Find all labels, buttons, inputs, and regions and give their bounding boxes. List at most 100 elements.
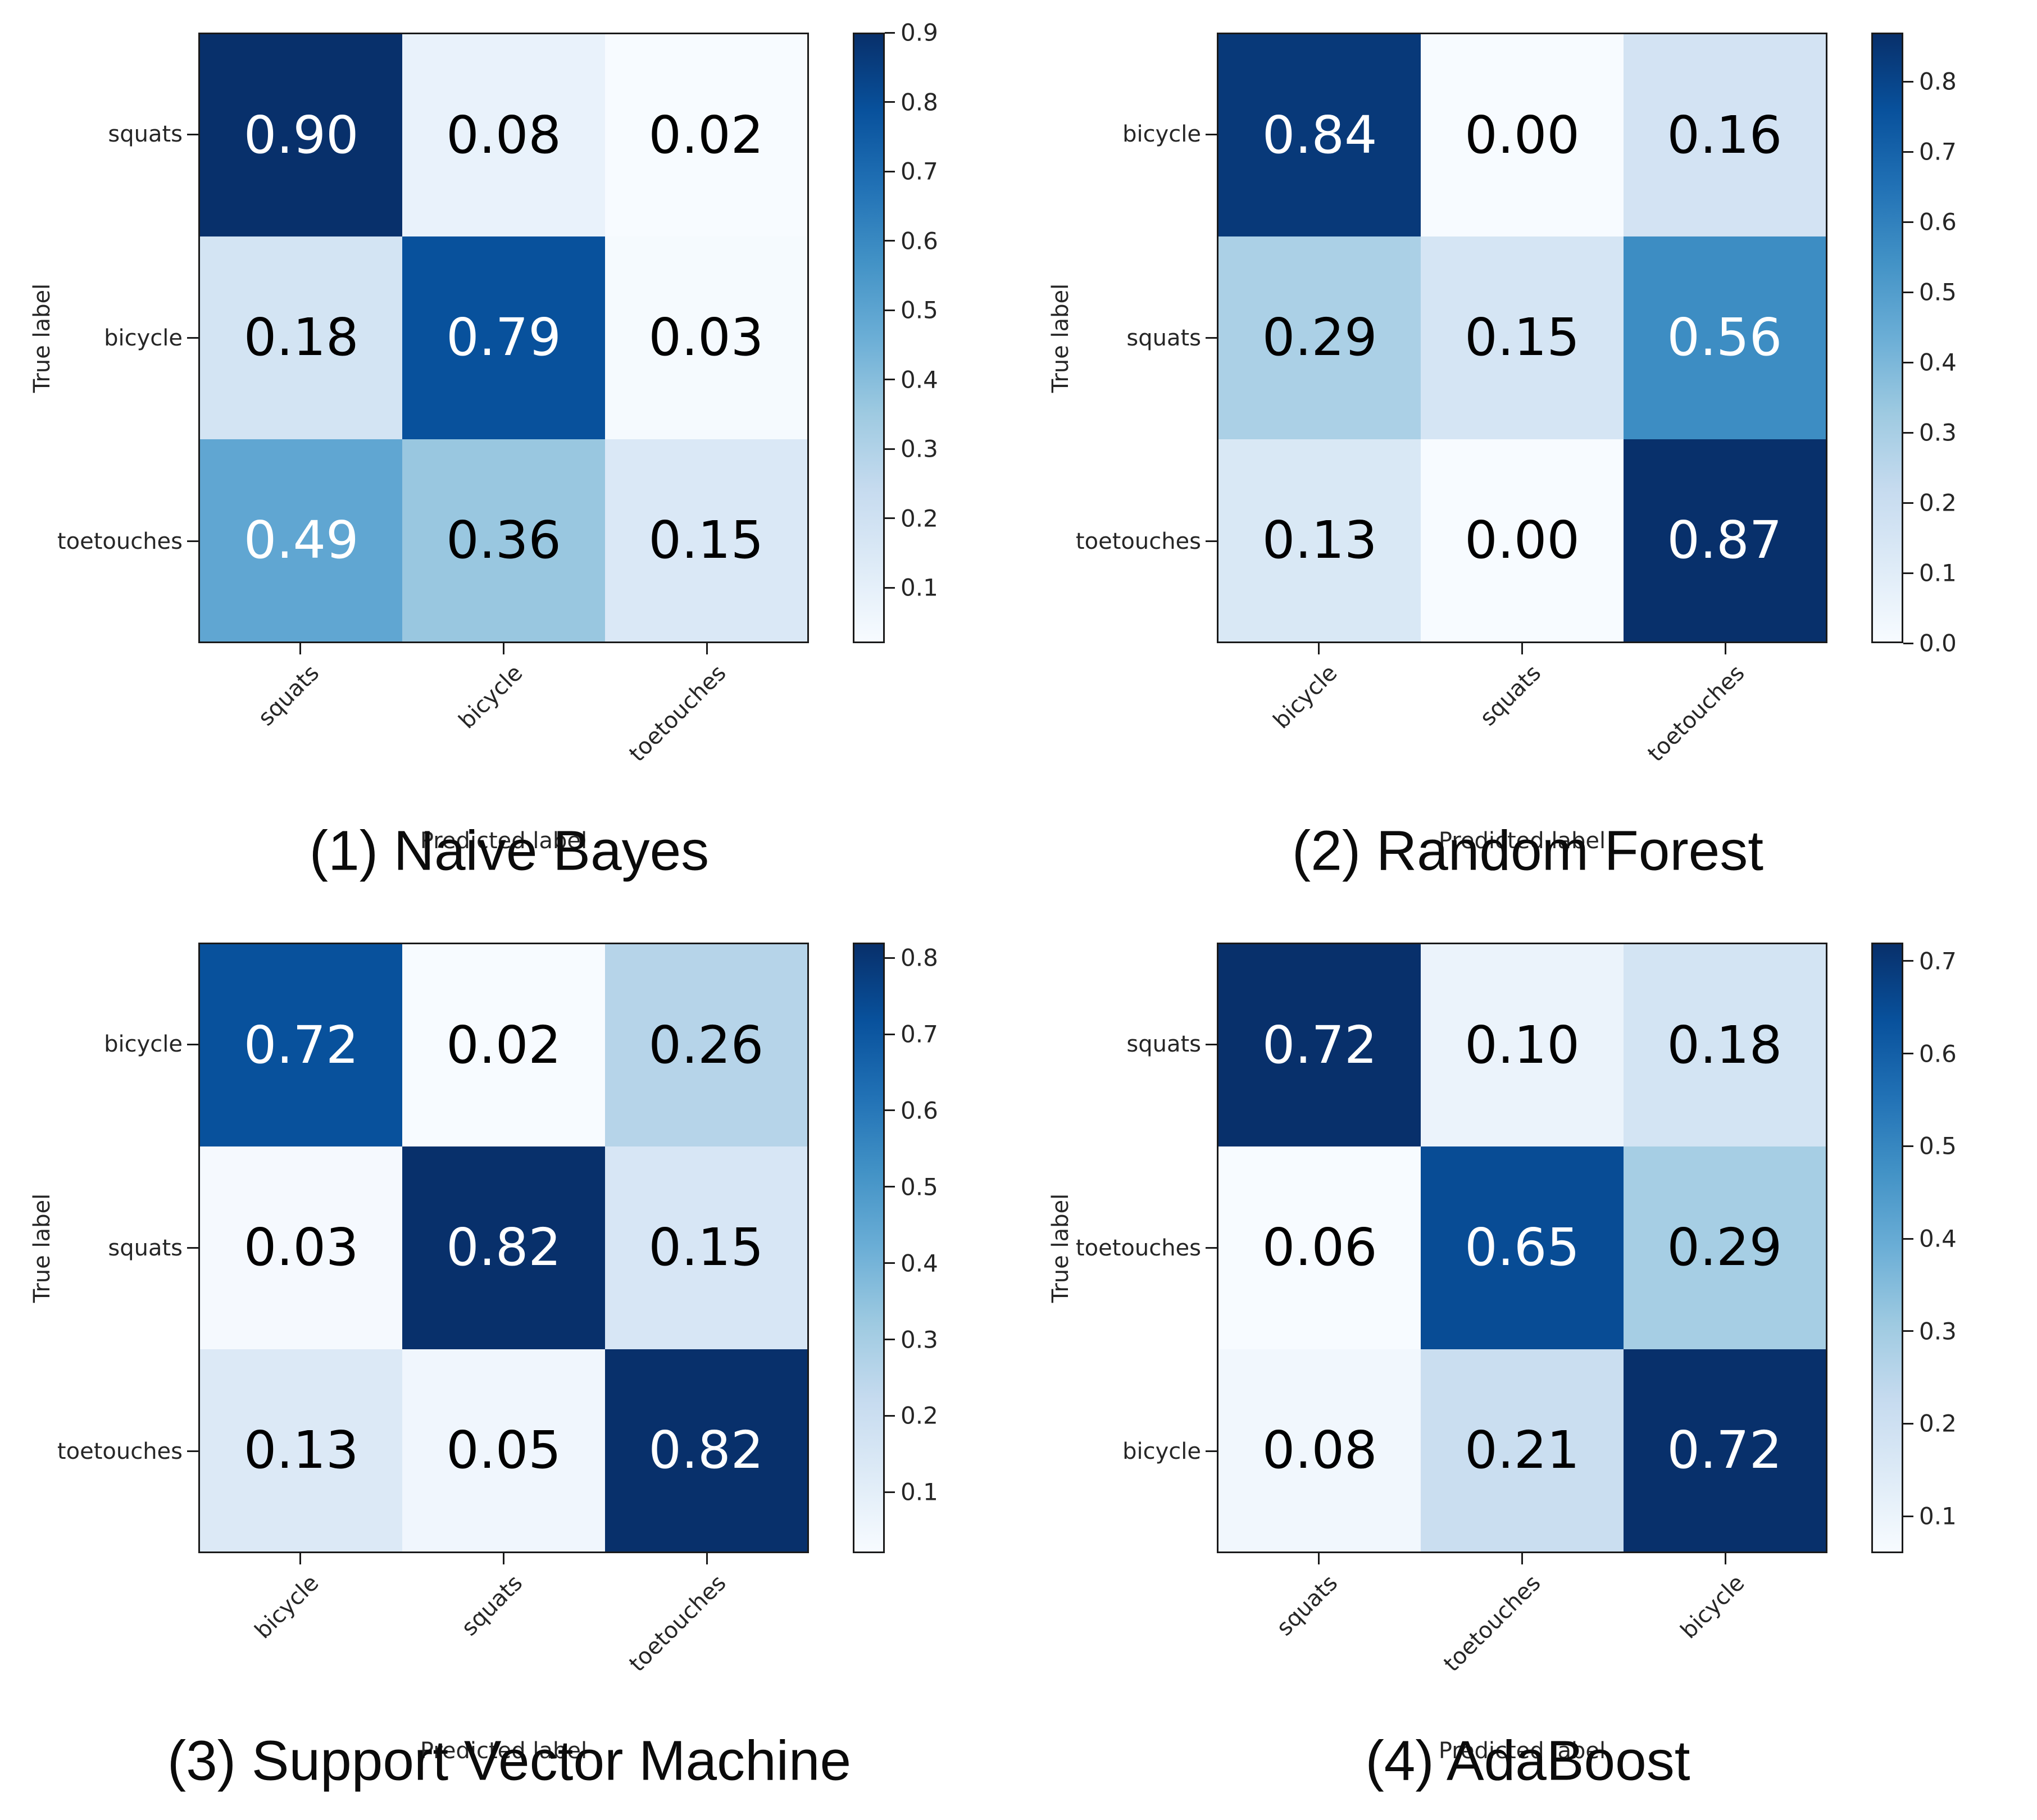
cell-value: 0.49 — [243, 509, 359, 570]
cell-value: 0.65 — [1465, 1217, 1580, 1278]
colorbar-tick-label: 0.4 — [901, 1249, 938, 1277]
cell-value: 0.02 — [648, 105, 764, 166]
colorbar-tick — [1903, 151, 1913, 153]
y-axis-tick — [1206, 540, 1217, 543]
colorbar-tick — [885, 1033, 895, 1035]
colorbar-tick — [885, 586, 895, 589]
colorbar-tick-label: 0.8 — [901, 944, 938, 972]
colorbar-tick — [1903, 1237, 1913, 1240]
cell-value: 0.13 — [1262, 509, 1377, 570]
y-axis-tick — [187, 133, 198, 135]
colorbar-tick-label: 0.1 — [901, 1478, 938, 1506]
heatmap-cell: 0.65 — [1421, 1146, 1624, 1349]
row-tick-label: toetouches — [1075, 528, 1201, 554]
heatmap-cell: 0.08 — [1218, 1349, 1421, 1551]
colorbar-tick-label: 0.3 — [901, 1326, 938, 1354]
row-tick-label: bicycle — [104, 325, 183, 351]
col-tick-label: squats — [456, 1570, 528, 1641]
row-tick-label: toetouches — [1075, 1235, 1201, 1261]
cell-value: 0.06 — [1262, 1217, 1377, 1278]
x-axis-label: Predicted label — [1438, 1738, 1606, 1764]
x-axis-tick — [706, 643, 708, 654]
colorbar-tick-label: 0.6 — [1919, 208, 1957, 236]
heatmap-cell: 0.15 — [1421, 236, 1624, 439]
colorbar-tick-label: 0.4 — [1919, 348, 1957, 376]
cell-value: 0.08 — [1262, 1419, 1377, 1480]
heatmap-cell: 0.29 — [1218, 236, 1421, 439]
cell-value: 0.72 — [243, 1015, 359, 1076]
y-axis-tick — [187, 337, 198, 339]
colorbar-tick — [1903, 221, 1913, 223]
heatmap-cell: 0.18 — [200, 236, 403, 439]
colorbar-tick-label: 0.7 — [901, 157, 938, 185]
colorbar-tick-label: 0.2 — [1919, 1409, 1957, 1437]
heatmap-cell: 0.13 — [200, 1349, 403, 1551]
x-axis-tick — [503, 643, 504, 654]
heatmap-cell: 0.79 — [402, 236, 605, 439]
x-axis-tick — [299, 643, 301, 654]
heatmap-cell: 0.06 — [1218, 1146, 1421, 1349]
x-axis-tick — [1521, 1553, 1523, 1564]
cell-value: 0.72 — [1667, 1419, 1783, 1480]
heatmap-cell: 0.90 — [200, 34, 403, 237]
colorbar-tick — [885, 170, 895, 172]
cell-value: 0.29 — [1262, 307, 1377, 368]
colorbar-tick — [1903, 572, 1913, 574]
col-tick-label: toetouches — [624, 1570, 731, 1677]
colorbar-tick-label: 0.8 — [901, 88, 938, 116]
colorbar-tick-label: 0.6 — [1919, 1040, 1957, 1068]
colorbar-tick — [885, 101, 895, 103]
row-tick-label: bicycle — [1122, 121, 1201, 148]
cell-value: 0.82 — [648, 1419, 764, 1480]
col-tick-label: toetouches — [1643, 660, 1750, 767]
row-tick-label: toetouches — [57, 1438, 183, 1464]
colorbar-tick-label: 0.3 — [1919, 418, 1957, 447]
heatmap-cell: 0.10 — [1421, 944, 1624, 1147]
colorbar-tick-label: 0.2 — [901, 1402, 938, 1430]
y-axis-label: True label — [29, 1193, 55, 1303]
colorbar-tick-label: 0.2 — [901, 504, 938, 533]
heatmap-cell: 0.72 — [200, 944, 403, 1147]
cell-value: 0.84 — [1262, 105, 1377, 166]
colorbar-tick — [885, 31, 895, 34]
panel-caption: (2) Random Forest — [1292, 819, 1764, 882]
colorbar-tick — [1903, 1145, 1913, 1147]
heatmap-cell: 0.26 — [604, 944, 807, 1147]
x-axis-label: Predicted label — [1438, 828, 1606, 854]
heatmap-cell: 0.29 — [1623, 1146, 1826, 1349]
y-axis-label: True label — [1048, 1193, 1074, 1303]
heatmap-cell: 0.00 — [1421, 439, 1624, 641]
heatmap-cell: 0.18 — [1623, 944, 1826, 1147]
colorbar-tick — [885, 1186, 895, 1188]
colorbar-tick-label: 0.5 — [1919, 278, 1957, 306]
heatmap-cell: 0.56 — [1623, 236, 1826, 439]
heatmap-cell: 0.84 — [1218, 34, 1421, 237]
cell-value: 0.00 — [1465, 509, 1580, 570]
cell-value: 0.79 — [446, 307, 561, 368]
colorbar-tick — [885, 1339, 895, 1341]
colorbar-tick-label: 0.5 — [1919, 1132, 1957, 1160]
colorbar-tick-label: 0.5 — [901, 1173, 938, 1201]
colorbar-tick — [1903, 502, 1913, 504]
heatmap-cell: 0.82 — [402, 1146, 605, 1349]
row-tick-label: squats — [108, 1235, 183, 1261]
cell-value: 0.10 — [1465, 1015, 1580, 1076]
cell-value: 0.02 — [446, 1015, 561, 1076]
colorbar-tick-label: 0.7 — [1919, 947, 1957, 975]
cell-value: 0.18 — [1667, 1015, 1783, 1076]
heatmap-cell: 0.72 — [1623, 1349, 1826, 1551]
colorbar-tick — [885, 309, 895, 311]
heatmap: 0.84 0.00 0.16 0.29 0.15 0.56 0.13 0.00 0.87 — [1217, 33, 1827, 643]
colorbar-tick — [885, 1109, 895, 1112]
colorbar-tick-label: 0.7 — [1919, 138, 1957, 166]
row-tick-label: bicycle — [104, 1031, 183, 1058]
heatmap-cell: 0.16 — [1623, 34, 1826, 237]
colorbar-tick-label: 0.0 — [1919, 629, 1957, 657]
cell-value: 0.18 — [243, 307, 359, 368]
colorbar-tick-label: 0.1 — [901, 574, 938, 602]
confusion-matrix-panel: True label 0.90 0.08 0.02 0.18 0.79 0.03 0.49 0.… — [0, 0, 1018, 910]
y-axis-tick — [187, 1043, 198, 1045]
colorbar-tick — [1903, 291, 1913, 293]
colorbar-tick — [885, 1262, 895, 1264]
colorbar-tick-label: 0.3 — [1919, 1317, 1957, 1345]
